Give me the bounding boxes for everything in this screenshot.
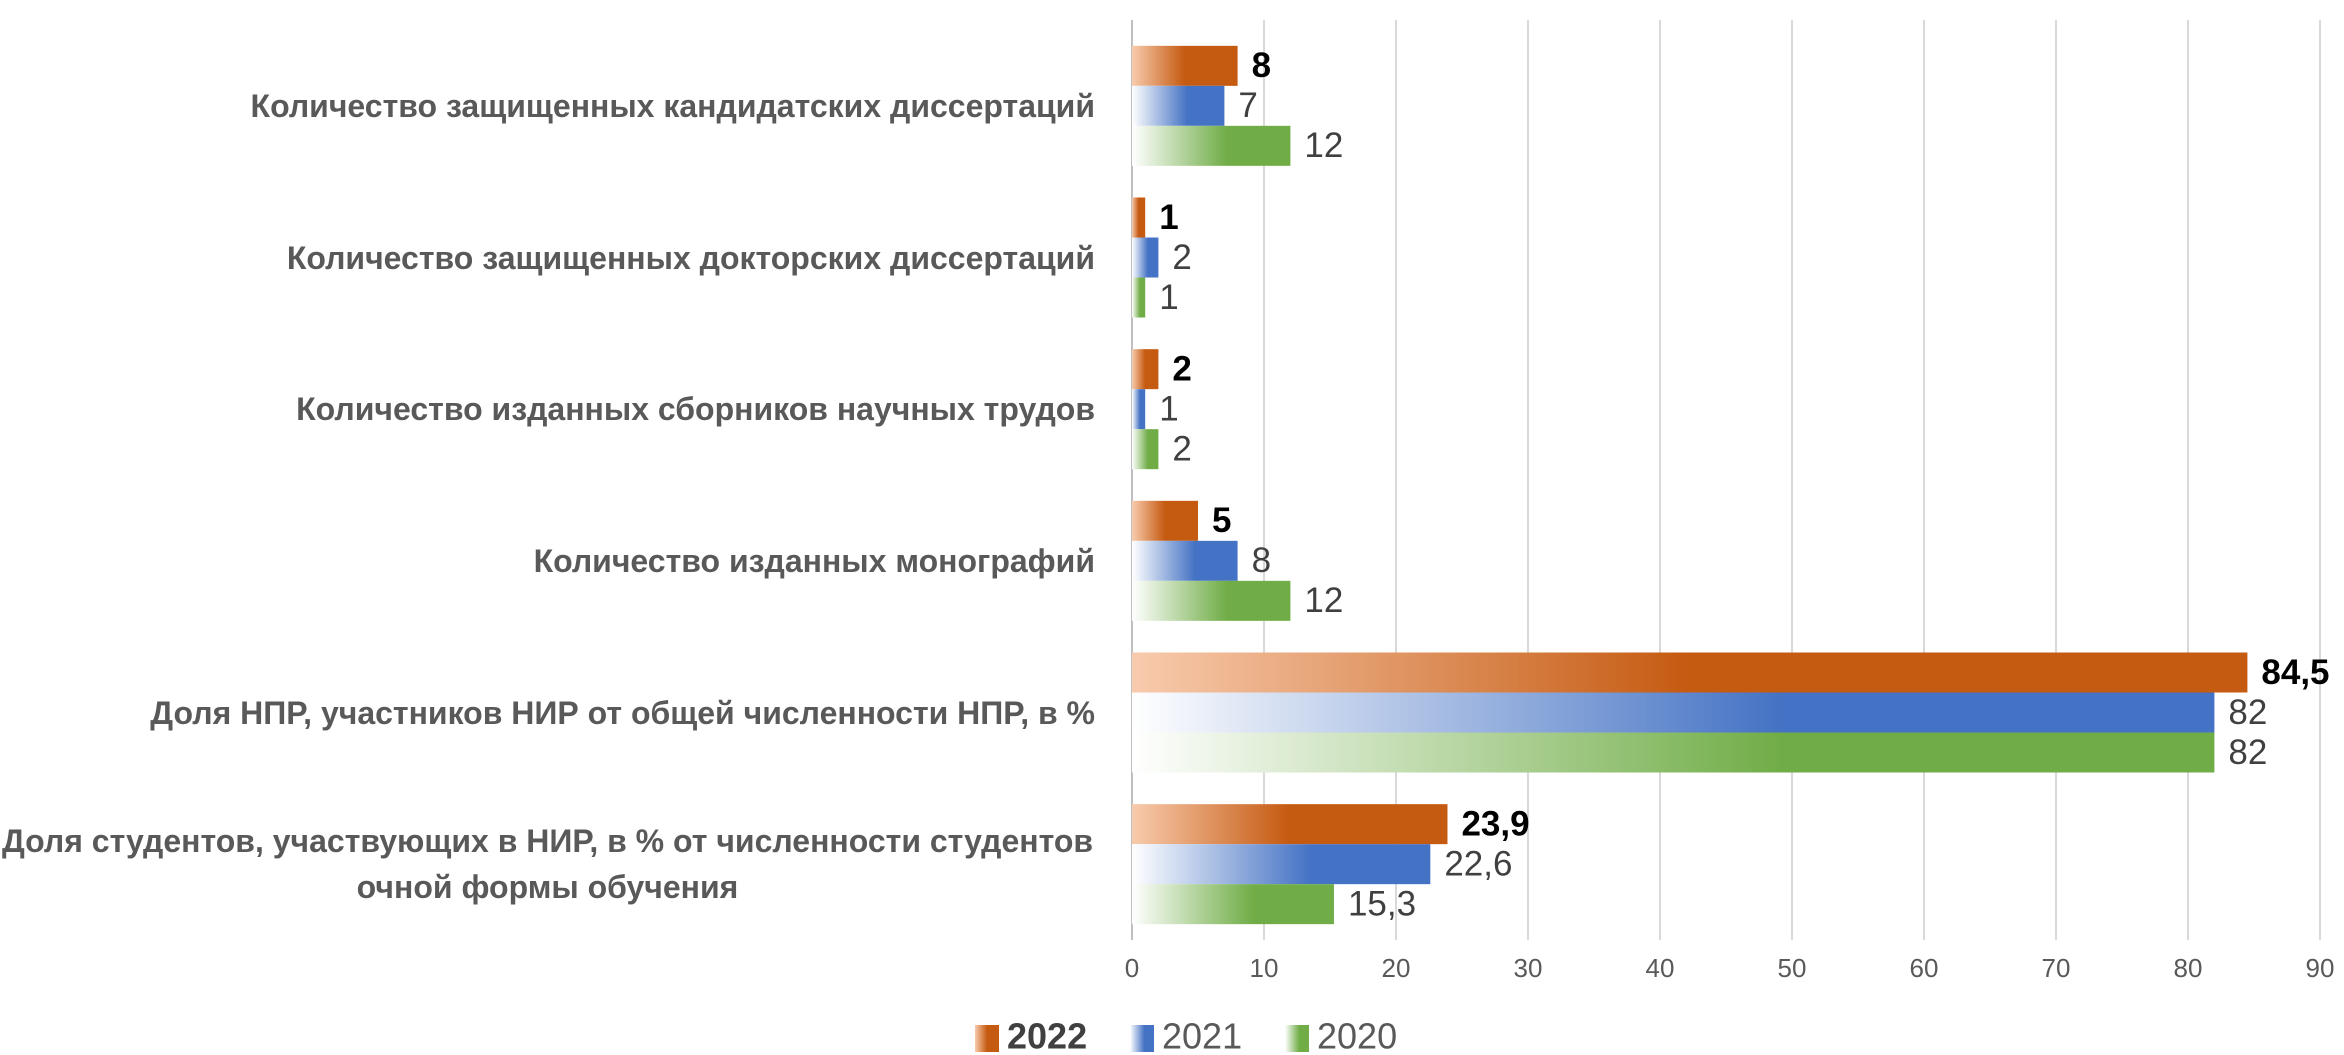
bar <box>1132 197 1146 238</box>
category-label: Количество изданных монографий <box>0 538 1095 584</box>
category-label: Количество защищенных докторских диссерт… <box>0 235 1095 281</box>
bar <box>1132 844 1431 885</box>
legend-label: 2022 <box>1007 1016 1087 1055</box>
category-label: Количество изданных сборников научных тр… <box>0 386 1095 432</box>
bar <box>1132 277 1146 318</box>
data-label: 2 <box>1172 429 1191 468</box>
bar <box>1132 884 1334 925</box>
category-text: Доля студентов, участвующих в НИР, в % о… <box>1 823 1094 906</box>
x-tick-label: 20 <box>1382 953 1411 983</box>
x-tick-label: 50 <box>1778 953 1807 983</box>
x-tick-label: 70 <box>2042 953 2071 983</box>
data-label: 12 <box>1304 581 1343 620</box>
x-tick-label: 0 <box>1125 953 1139 983</box>
data-label: 15,3 <box>1348 884 1416 923</box>
category-text: Количество защищенных докторских диссерт… <box>286 239 1095 276</box>
category-label: Доля НПР, участников НИР от общей числен… <box>0 690 1095 736</box>
category-text: Количество изданных сборников научных тр… <box>296 391 1095 428</box>
bar <box>1132 125 1291 166</box>
data-label: 23,9 <box>1461 804 1529 843</box>
bar <box>1132 652 2248 693</box>
bar <box>1132 732 2215 773</box>
data-label: 1 <box>1159 389 1178 428</box>
category-label: Количество защищенных кандидатских диссе… <box>0 83 1095 129</box>
legend-swatch <box>975 1025 999 1052</box>
x-tick-label: 80 <box>2174 953 2203 983</box>
legend-label: 2020 <box>1317 1016 1397 1055</box>
data-label: 84,5 <box>2261 653 2329 692</box>
x-tick-label: 10 <box>1250 953 1279 983</box>
bar <box>1132 237 1159 278</box>
data-label: 2 <box>1172 238 1191 277</box>
bar <box>1132 389 1146 430</box>
data-label: 2 <box>1172 349 1191 388</box>
data-label: 82 <box>2228 733 2267 772</box>
bar <box>1132 500 1198 541</box>
data-label: 12 <box>1304 126 1343 165</box>
data-label: 7 <box>1238 86 1257 125</box>
x-tick-label: 90 <box>2306 953 2335 983</box>
category-text: Количество изданных монографий <box>533 542 1095 579</box>
data-label: 82 <box>2228 693 2267 732</box>
data-label: 1 <box>1159 278 1178 317</box>
category-text: Доля НПР, участников НИР от общей числен… <box>150 694 1095 731</box>
x-tick-label: 60 <box>1910 953 1939 983</box>
data-label: 8 <box>1252 541 1271 580</box>
data-label: 22,6 <box>1444 844 1512 883</box>
bar <box>1132 45 1238 86</box>
category-label: Доля студентов, участвующих в НИР, в % о… <box>0 818 1095 910</box>
bar <box>1132 85 1225 126</box>
x-tick-label: 30 <box>1514 953 1543 983</box>
category-text: Количество защищенных кандидатских диссе… <box>250 87 1095 124</box>
bar <box>1132 349 1159 390</box>
bar <box>1132 429 1159 470</box>
data-label: 8 <box>1252 46 1271 85</box>
legend-swatch <box>1130 1025 1154 1052</box>
bar <box>1132 692 2215 733</box>
bar <box>1132 580 1291 621</box>
bar <box>1132 804 1448 845</box>
x-tick-label: 40 <box>1646 953 1675 983</box>
bar <box>1132 540 1238 581</box>
data-label: 1 <box>1159 198 1178 237</box>
legend-label: 2021 <box>1162 1016 1242 1055</box>
data-label: 5 <box>1212 501 1231 540</box>
legend-swatch <box>1285 1025 1309 1052</box>
